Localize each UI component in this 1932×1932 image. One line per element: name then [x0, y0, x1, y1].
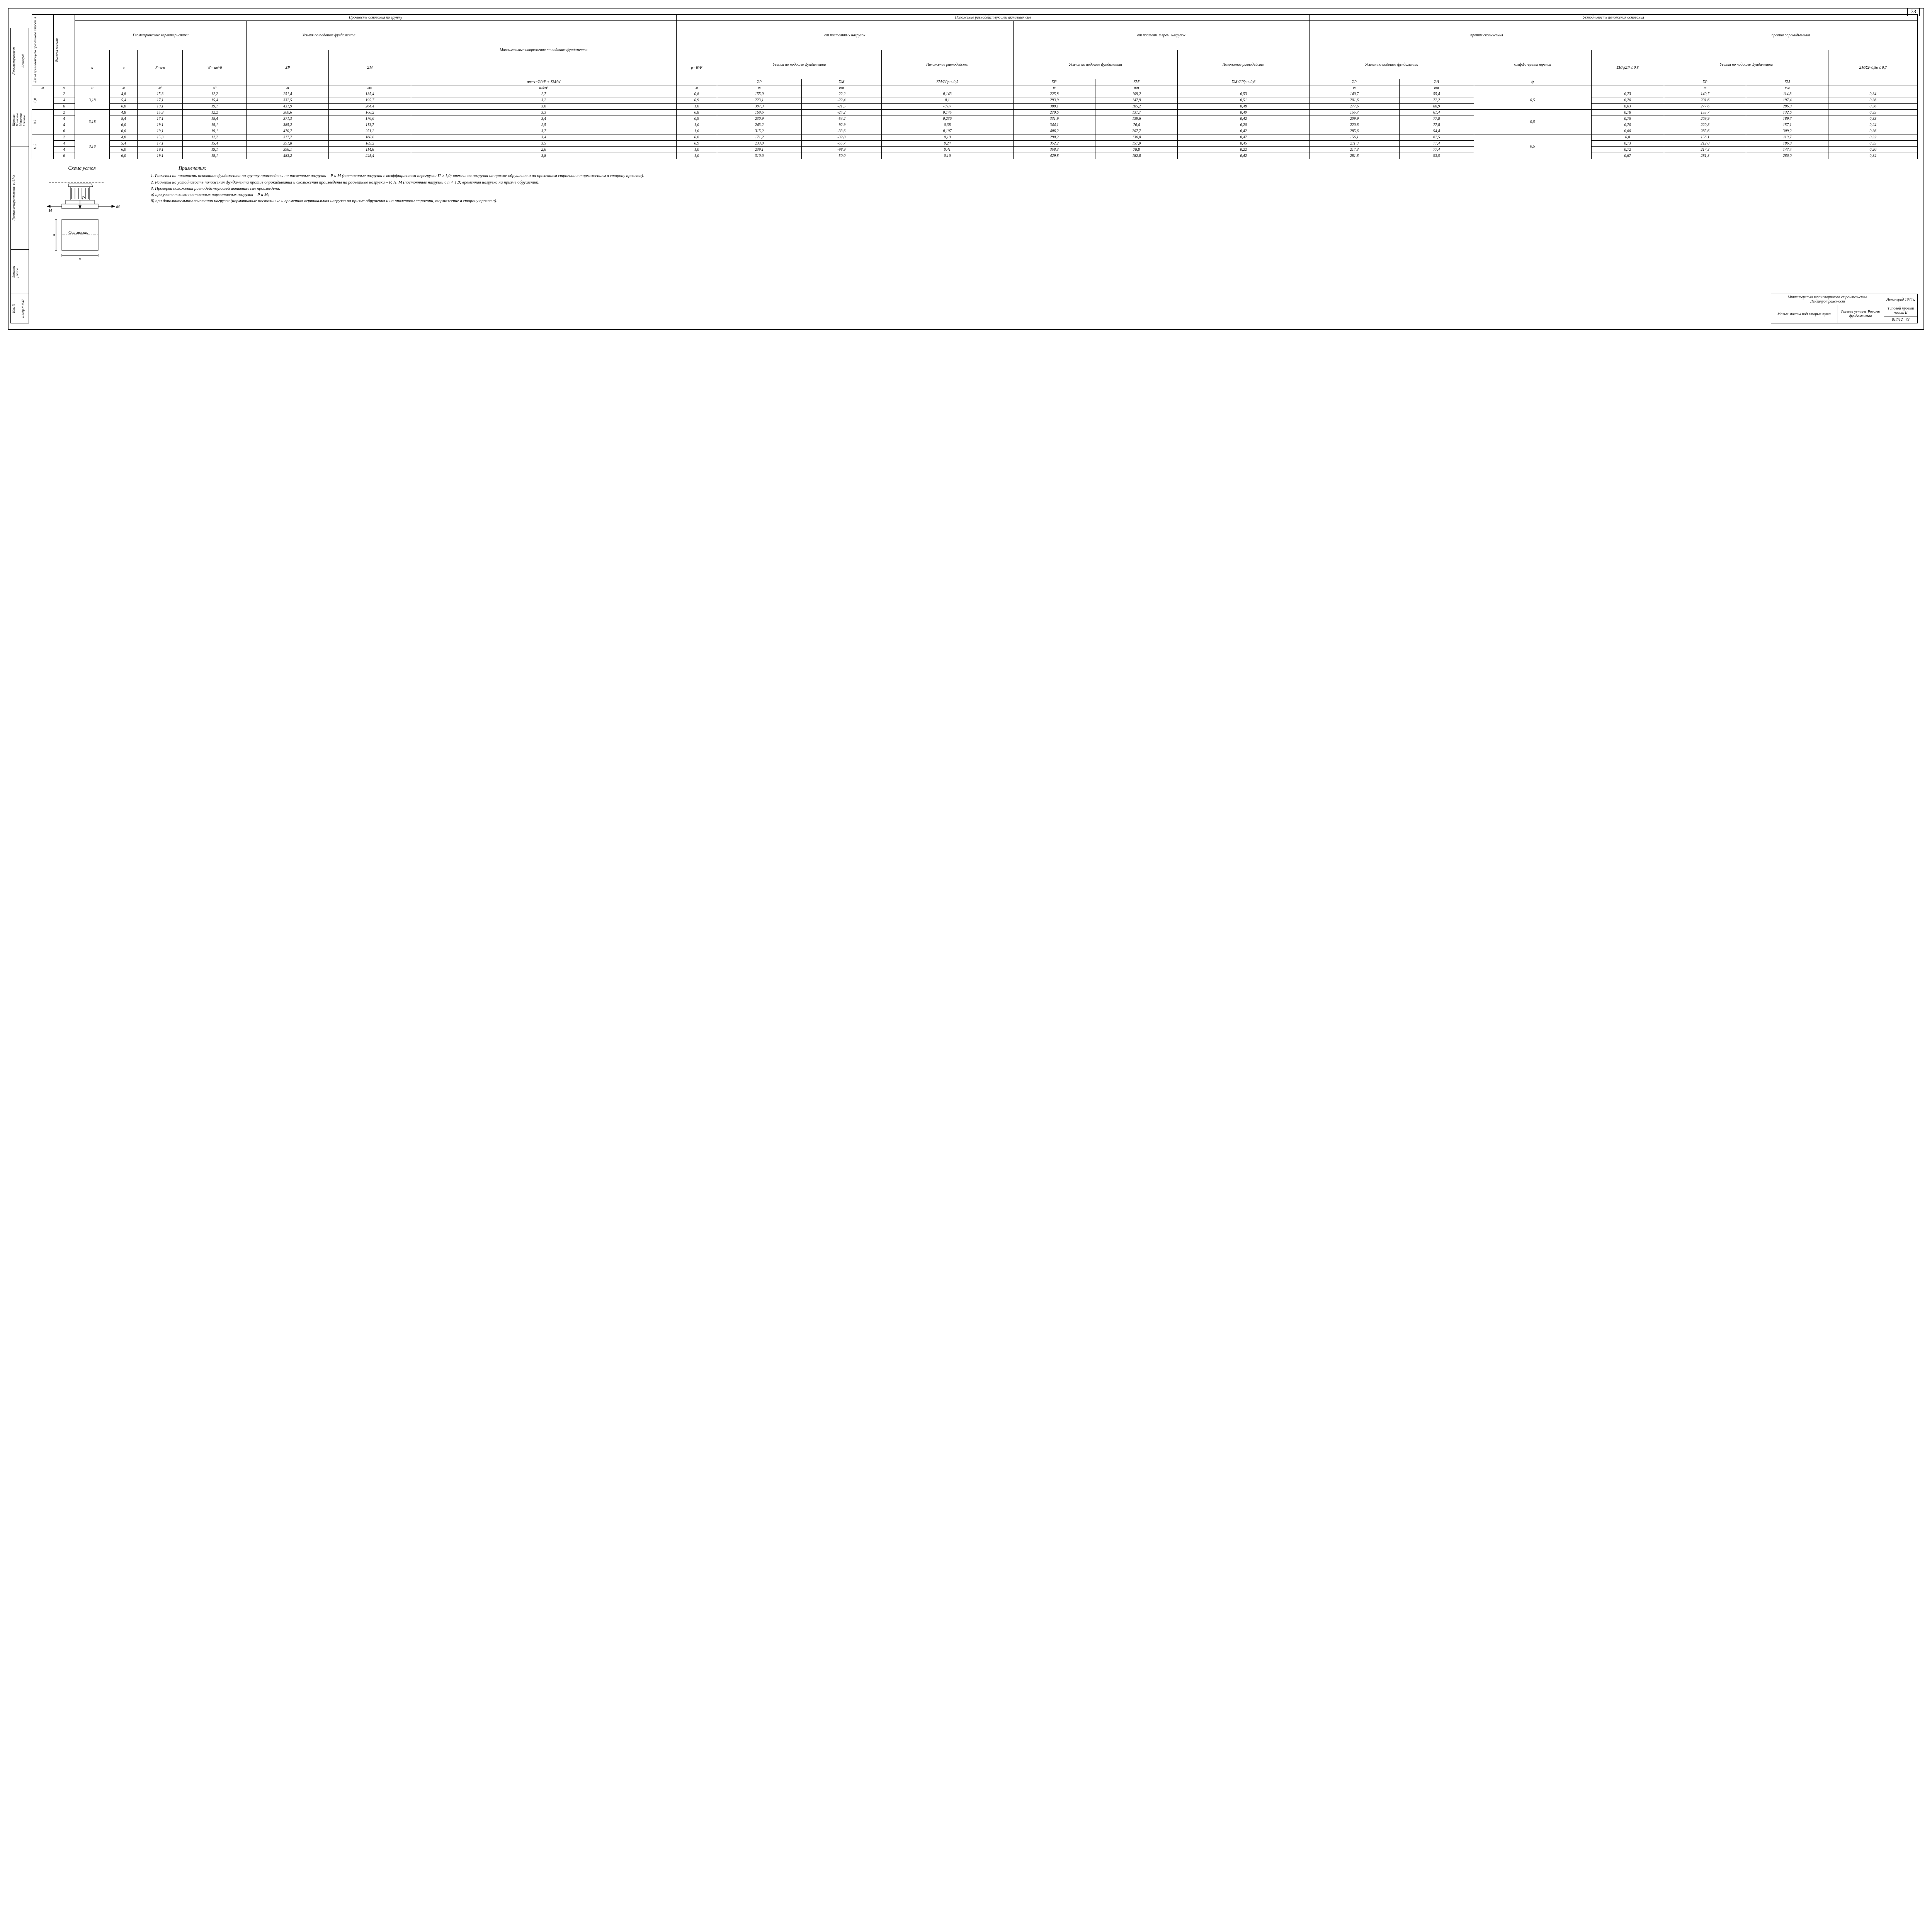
col-f1: ΣM/ΣPρ ≤ 0,5: [881, 79, 1013, 85]
col-F: F=a·в: [138, 50, 183, 85]
tb-type: Типовой проект часть II: [1884, 305, 1918, 316]
col-f2: ΣM'/ΣP'ρ ≤ 0,6: [1178, 79, 1310, 85]
col-SM5: ΣM: [1746, 79, 1828, 85]
tb-code: 817/12 73: [1884, 316, 1918, 323]
stamp-org: Ленгипротрансмост: [12, 45, 16, 76]
col-nasip: Высота насыпи: [55, 37, 60, 63]
col-SM: ΣM: [329, 50, 411, 85]
units-row: мм мм м²м³ ттм кг/см²м ттм —т тм— ттм ——…: [32, 85, 1918, 91]
hdr-uspod2c: Усилия по подошве фундамента: [1310, 50, 1474, 79]
hdr-g1: Прочность основания по грунту: [75, 15, 677, 21]
col-SP4: ΣP: [1310, 79, 1400, 85]
stamp-signed: БеликоваДийков: [12, 264, 19, 279]
schema-title: Схема устоя: [32, 165, 132, 171]
notes-title: Примечания:: [140, 165, 1918, 172]
schema-svg: H P M Ось моста a в: [32, 173, 132, 262]
table-row: 9,323,184,815,312,2300,6160,23,30,8169,6…: [32, 110, 1918, 116]
col-len: Длина примыкающего пролетного строения: [33, 15, 38, 84]
hdr-g2: Положение равнодействующей активных сил: [676, 15, 1309, 21]
svg-text:P: P: [82, 195, 85, 201]
stamp-shifr: Шифр N 1547: [21, 298, 25, 319]
table-row: 66,019,119,1431,9264,43,61,0307,3-21,5-0…: [32, 104, 1918, 110]
stamp-names: ШульманКомароваМоряковаСоболев: [12, 112, 26, 128]
col-f3: ΣH/ψΣP ≤ 0,8: [1591, 50, 1664, 85]
hdr-uspod: Усилия по подошве фундамента: [247, 21, 411, 50]
col-b: в: [110, 50, 138, 85]
notes: Примечания: 1. Расчеты на прочность осно…: [140, 165, 1918, 204]
left-title-stamp: Ленгипротрансмост Ленинград ШульманКомар…: [10, 28, 29, 323]
table-row: 46,019,119,1396,1114,62,61,0239,1-98,90,…: [32, 147, 1918, 153]
hdr-geom: Геометрические характеристики: [75, 21, 247, 50]
col-SP3: ΣP': [1013, 79, 1095, 85]
hdr-uspod2d: Усилия по подошве фундамента: [1664, 50, 1828, 79]
col-SP2: ΣP: [717, 79, 802, 85]
table-row: 66,019,119,1483,2245,43,81,0310,6-50,00,…: [32, 153, 1918, 159]
hdr-otpost: от постоянных нагрузок: [676, 21, 1013, 50]
col-W: W= aв²/6: [183, 50, 247, 85]
col-SM3: ΣM': [1095, 79, 1178, 85]
stamp-inv: Инв. N: [12, 303, 16, 315]
engineering-sheet: 73 Ленгипротрансмост Ленинград ШульманКо…: [8, 8, 1924, 330]
stamp-project: Проект откорректирован в 1974г.: [12, 173, 16, 222]
hdr-skol: против скольжения: [1310, 21, 1664, 50]
col-SP5: ΣP: [1664, 79, 1746, 85]
col-a: a: [75, 50, 110, 85]
col-rho: ρ=W/F: [676, 50, 717, 85]
svg-text:a: a: [53, 233, 55, 237]
page-number: 73: [1907, 8, 1920, 16]
table-row: 45,417,115,4371,3176,63,40,9230,9-54,20,…: [32, 116, 1918, 122]
table-row: 11,523,184,815,312,2317,7160,83,40,8171,…: [32, 134, 1918, 141]
note-3: 3. Проверка положения равнодействующей а…: [140, 186, 1918, 191]
hdr-polravn2: Положение равнодейств.: [1178, 50, 1310, 79]
hdr-uspod2b: Усилия по подошве фундамента: [1013, 50, 1178, 79]
hdr-otpostvrem: от постоян. и врем. нагрузок: [1013, 21, 1310, 50]
table-row: 45,417,115,4332,5195,73,20,9223,1-22,40,…: [32, 97, 1918, 104]
note-1: 1. Расчеты на прочность основания фундам…: [140, 173, 1918, 179]
svg-text:M: M: [116, 204, 120, 209]
hdr-koef: коэффи-циент трения: [1474, 50, 1591, 79]
col-SH: ΣH: [1399, 79, 1474, 85]
note-3a: а) при учете только постоянных нормативн…: [140, 192, 1918, 197]
col-sigma: σmax=ΣP/F + ΣM/W: [411, 79, 677, 85]
svg-text:Ось моста: Ось моста: [68, 230, 88, 235]
table-row: 45,417,115,4391,8189,23,50,9233,0-55,70,…: [32, 141, 1918, 147]
tb-ministry: Министерство транспортного строительства…: [1771, 294, 1884, 305]
col-f4: ΣM/ΣP·0,5в ≤ 0,7: [1828, 50, 1918, 85]
col-SM2: ΣM: [801, 79, 881, 85]
title-block: Министерство транспортного строительства…: [1771, 294, 1918, 323]
tb-sheet: Расчет устоев. Расчет фундаментов: [1837, 305, 1884, 323]
hdr-polravn: Положение равнодейств.: [881, 50, 1013, 79]
hdr-uspod2a: Усилия по подошве фундамента: [717, 50, 882, 79]
svg-text:в: в: [79, 257, 81, 261]
tb-city: Ленинград 1974г.: [1884, 294, 1918, 305]
note-3b: б) при дополнительном сочетании нагрузок…: [140, 198, 1918, 204]
table-row: 6,023,184,815,312,2251,4135,42,70,8155,0…: [32, 91, 1918, 97]
svg-text:H: H: [48, 207, 53, 213]
calc-table: Длина примыкающего пролетного строения В…: [32, 14, 1918, 159]
col-SP: ΣP: [247, 50, 329, 85]
table-row: 46,019,119,1385,2113,72,51,0243,2-92,90,…: [32, 122, 1918, 128]
schema: Схема устоя H: [32, 165, 132, 262]
hdr-maxnapr: Максимальные напряжения по подошве фунда…: [411, 21, 677, 79]
stamp-city: Ленинград: [21, 52, 25, 69]
table-row: 66,019,119,1470,7251,23,71,0315,2-33,60,…: [32, 128, 1918, 134]
note-2: 2. Расчеты на устойчивость положения фун…: [140, 180, 1918, 185]
hdr-g3: Устойчивость положения основания: [1310, 15, 1918, 21]
col-psi: ψ: [1474, 79, 1591, 85]
hdr-opr: против опрокидывания: [1664, 21, 1917, 50]
tb-project: Малые мосты под вторые пути: [1771, 305, 1837, 323]
